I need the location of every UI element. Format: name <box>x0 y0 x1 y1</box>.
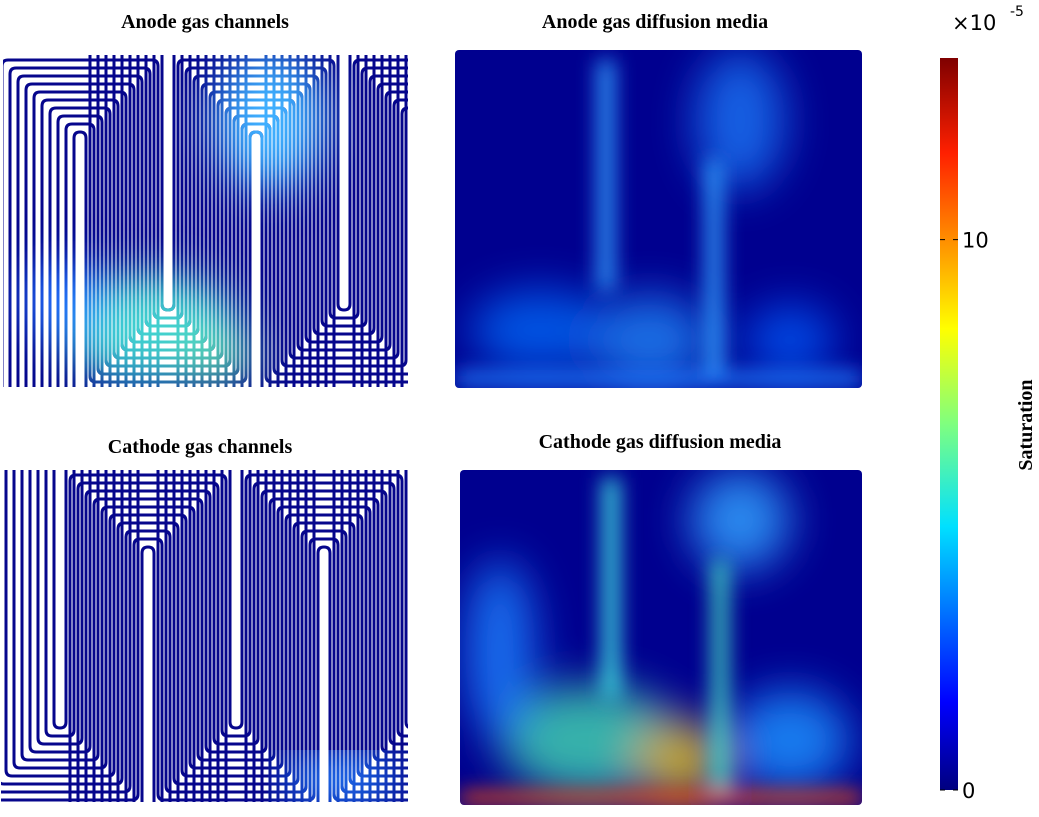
panel-title: Cathode gas channels <box>108 436 293 458</box>
colorbar-tick-label: 10 <box>962 229 989 253</box>
colorbar-label: Saturation <box>1015 379 1037 470</box>
cathode-gdm <box>460 470 862 805</box>
colorbar-exponent: -5 <box>1010 4 1024 20</box>
channel-glow <box>20 55 325 385</box>
panel-title: Cathode gas diffusion media <box>539 431 782 453</box>
colorbar-multiplier: ×10 <box>952 11 996 35</box>
anode-gdm <box>455 50 862 388</box>
panel-title: Anode gas diffusion media <box>542 11 768 33</box>
colorbar-tick-label: 0 <box>962 779 975 803</box>
channel-glow <box>280 755 400 802</box>
channel-lines <box>1 470 408 802</box>
colorbar: ×10 -5 Saturation 0 10 <box>940 4 1037 803</box>
cathode-channels <box>1 470 408 802</box>
colorbar-gradient <box>940 58 958 790</box>
panel-title: Anode gas channels <box>121 11 289 33</box>
anode-channels <box>3 55 408 387</box>
